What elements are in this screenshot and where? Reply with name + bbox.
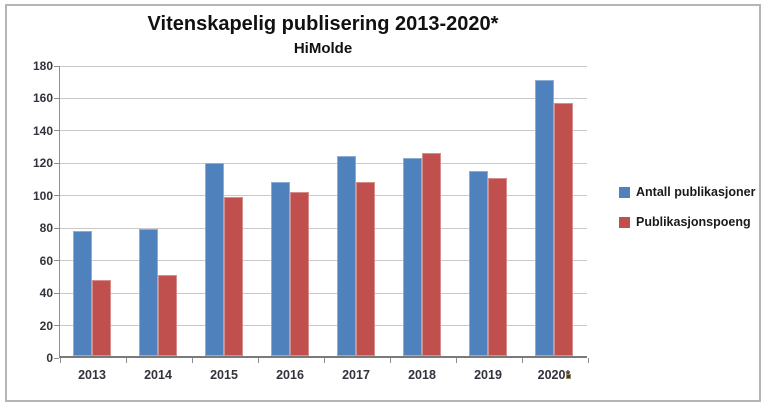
chart-title: Vitenskapelig publisering 2013-2020* bbox=[147, 13, 499, 35]
bar-poeng-2016 bbox=[290, 192, 309, 356]
gridline bbox=[60, 130, 587, 132]
bar-antall-2019 bbox=[469, 171, 488, 356]
gridline bbox=[60, 162, 587, 164]
x-axis-tick bbox=[125, 358, 127, 363]
gridline bbox=[60, 195, 587, 197]
x-axis-tick bbox=[455, 358, 457, 363]
y-axis-tick bbox=[54, 65, 59, 67]
y-axis-tick-label: 0 bbox=[46, 351, 53, 365]
bar-antall-2016 bbox=[271, 182, 290, 356]
y-axis-tick bbox=[54, 325, 59, 327]
y-axis-tick bbox=[54, 97, 59, 99]
legend-item: Antall publikasjoner bbox=[619, 185, 755, 199]
bar-poeng-2020* bbox=[554, 102, 573, 356]
legend-swatch-icon bbox=[619, 216, 630, 228]
bar-group-2015 bbox=[192, 66, 258, 356]
x-axis-tick bbox=[323, 358, 325, 363]
y-axis-tick bbox=[54, 292, 59, 294]
bar-poeng-2015 bbox=[224, 197, 243, 356]
bar-group-2019 bbox=[456, 66, 522, 356]
y-axis-tick bbox=[54, 130, 59, 132]
x-axis-label-2015: 2015 bbox=[210, 368, 238, 382]
x-axis-label-2017: 2017 bbox=[342, 368, 370, 382]
x-axis-label-2016: 2016 bbox=[276, 368, 304, 382]
legend-swatch-icon bbox=[619, 186, 630, 198]
bar-group-2018 bbox=[390, 66, 456, 356]
y-axis-tick bbox=[54, 357, 59, 359]
y-axis-tick bbox=[54, 195, 59, 197]
bar-poeng-2013 bbox=[92, 279, 111, 356]
y-axis-tick-label: 180 bbox=[32, 59, 53, 73]
gridline bbox=[60, 97, 587, 99]
gridline bbox=[60, 65, 587, 67]
y-axis-tick-label: 20 bbox=[39, 318, 53, 333]
y-axis-tick-label: 140 bbox=[32, 123, 53, 138]
bar-antall-2018 bbox=[403, 158, 422, 356]
bar-group-2017 bbox=[324, 66, 390, 356]
bar-antall-2014 bbox=[139, 229, 158, 356]
bar-poeng-2014 bbox=[158, 274, 177, 356]
chart-frame: Vitenskapelig publisering 2013-2020* HiM… bbox=[5, 4, 761, 402]
x-axis-tick bbox=[257, 358, 259, 363]
legend-item: Publikasjonspoeng bbox=[619, 215, 755, 229]
bar-poeng-2017 bbox=[356, 182, 375, 356]
y-axis-tick bbox=[54, 260, 59, 262]
bar-group-2016 bbox=[258, 66, 324, 356]
x-axis-tick bbox=[59, 358, 61, 363]
plot-area bbox=[54, 65, 589, 363]
artifact-speck bbox=[566, 374, 571, 379]
x-axis-label-2018: 2018 bbox=[408, 368, 436, 382]
y-axis-tick bbox=[54, 227, 59, 229]
legend-label: Publikasjonspoeng bbox=[636, 215, 751, 229]
bar-group-2020* bbox=[522, 66, 588, 356]
x-axis-tick bbox=[521, 358, 523, 363]
bar-antall-2013 bbox=[73, 231, 92, 356]
y-axis-tick-label: 120 bbox=[32, 156, 53, 171]
bar-poeng-2019 bbox=[488, 177, 507, 356]
bar-group-2014 bbox=[126, 66, 192, 356]
x-axis-label-2013: 2013 bbox=[78, 368, 106, 382]
gridline bbox=[60, 260, 587, 262]
bar-poeng-2018 bbox=[422, 153, 441, 356]
bar-antall-2020* bbox=[535, 80, 554, 356]
legend: Antall publikasjoner Publikasjonspoeng bbox=[619, 185, 755, 229]
x-axis-label-2020*: 2020* bbox=[537, 368, 571, 382]
gridline bbox=[60, 227, 587, 229]
gridline bbox=[60, 325, 587, 327]
x-axis-tick bbox=[587, 358, 589, 363]
legend-label: Antall publikasjoner bbox=[636, 185, 756, 199]
bar-antall-2017 bbox=[337, 156, 356, 356]
x-axis-label-2014: 2014 bbox=[144, 368, 172, 382]
x-axis-label-2019: 2019 bbox=[474, 368, 502, 382]
y-axis-tick-label: 100 bbox=[32, 188, 53, 203]
y-axis-tick-label: 40 bbox=[39, 286, 53, 301]
gridline bbox=[60, 292, 587, 294]
x-axis-tick bbox=[191, 358, 193, 363]
y-axis-tick bbox=[54, 162, 59, 164]
y-axis-tick-label: 60 bbox=[39, 253, 53, 268]
chart-subtitle: HiMolde bbox=[293, 40, 353, 57]
y-axis-tick-label: 160 bbox=[32, 91, 53, 106]
bar-group-2013 bbox=[60, 66, 126, 356]
bar-antall-2015 bbox=[205, 162, 224, 356]
x-axis-tick bbox=[389, 358, 391, 363]
y-axis-tick-label: 80 bbox=[39, 221, 53, 236]
